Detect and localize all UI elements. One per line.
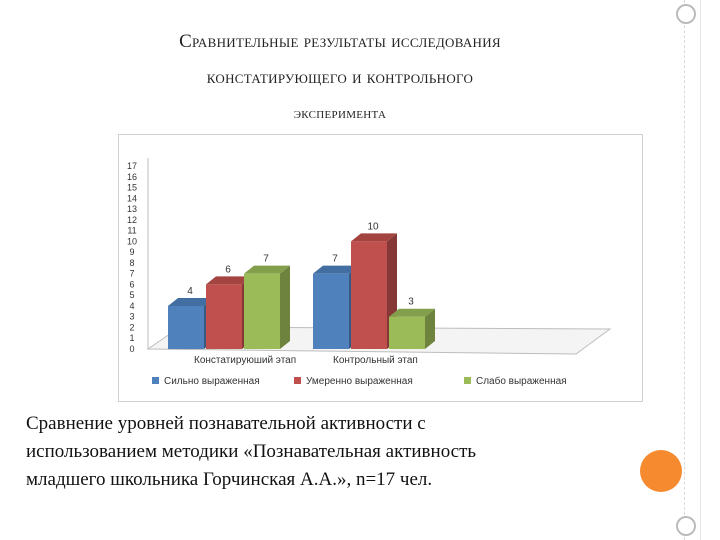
slide-title: Сравнительные результаты исследования ко…: [20, 24, 660, 132]
y-tick-label: 15: [127, 183, 137, 193]
y-tick-label: 6: [129, 279, 134, 289]
bar: [244, 273, 280, 349]
bar-side: [425, 308, 435, 349]
bar-top: [206, 276, 252, 285]
y-tick-label: 14: [127, 193, 137, 203]
bar-chart: 01234567891011121314151617467Констатирую…: [118, 134, 643, 402]
data-label: 4: [187, 286, 193, 297]
y-tick-label: 16: [127, 172, 137, 182]
bar: [351, 241, 387, 349]
y-tick-label: 4: [129, 301, 134, 311]
y-tick-label: 13: [127, 204, 137, 214]
slide-frame-line-outer: [700, 0, 703, 540]
title-line-3: эксперимента: [293, 105, 387, 122]
title-line-2: констатирующего и контрольного: [206, 67, 474, 88]
caption-line-2: использованием методики «Познавательная …: [26, 441, 477, 462]
y-tick-label: 11: [127, 226, 136, 236]
legend-label: Слабо выраженная: [476, 375, 567, 387]
bar-top: [168, 297, 214, 306]
bar-top: [244, 265, 290, 274]
slide-frame-line: [684, 0, 687, 540]
y-tick-label: 1: [129, 333, 134, 343]
data-label: 6: [225, 264, 231, 275]
decorative-orange-circle: [640, 450, 682, 492]
data-label: 7: [263, 254, 269, 265]
bar: [168, 305, 204, 349]
bar-side: [280, 265, 290, 349]
category-label: Констатируюший этап: [194, 355, 296, 366]
legend-swatch: [464, 377, 471, 384]
y-tick-label: 5: [129, 290, 134, 300]
bar-top: [351, 233, 397, 242]
frame-corner-circle-bottom: [676, 516, 696, 536]
bar-top: [389, 308, 435, 317]
caption-line-1: Сравнение уровней познавательной активно…: [26, 413, 426, 434]
legend-swatch: [294, 377, 301, 384]
y-tick-label: 9: [129, 247, 134, 257]
y-tick-label: 3: [129, 312, 134, 322]
slide-caption: Сравнение уровней познавательной активно…: [26, 410, 686, 494]
data-label: 3: [408, 297, 414, 308]
legend-label: Умеренно выраженная: [306, 376, 413, 387]
y-tick-label: 7: [129, 269, 134, 279]
y-tick-label: 12: [127, 215, 137, 225]
title-line-1: Сравнительные результаты исследования: [179, 31, 501, 52]
y-tick-label: 2: [129, 322, 134, 332]
category-label: Контрольный этап: [333, 355, 418, 366]
data-label: 7: [332, 254, 338, 265]
frame-corner-circle-top: [676, 4, 696, 24]
chart-container: 0 1 2 3 4 5 6 7 8 9 10 11 12 13 14 15 16 17 4 6 7 Констатирую…: [118, 134, 643, 402]
bar: [389, 316, 425, 349]
y-tick-label: 10: [127, 236, 137, 246]
data-label: 10: [367, 221, 379, 232]
bar: [313, 273, 349, 349]
bar: [206, 284, 242, 349]
y-tick-label: 17: [127, 161, 137, 171]
caption-line-3: младшего школьника Горчинская А.А.», n=1…: [26, 469, 433, 490]
legend-label: Сильно выраженная: [164, 376, 260, 387]
y-tick-label: 0: [129, 344, 134, 354]
bar-top: [313, 265, 359, 274]
y-tick-label: 8: [129, 258, 134, 268]
legend-swatch: [152, 377, 159, 384]
